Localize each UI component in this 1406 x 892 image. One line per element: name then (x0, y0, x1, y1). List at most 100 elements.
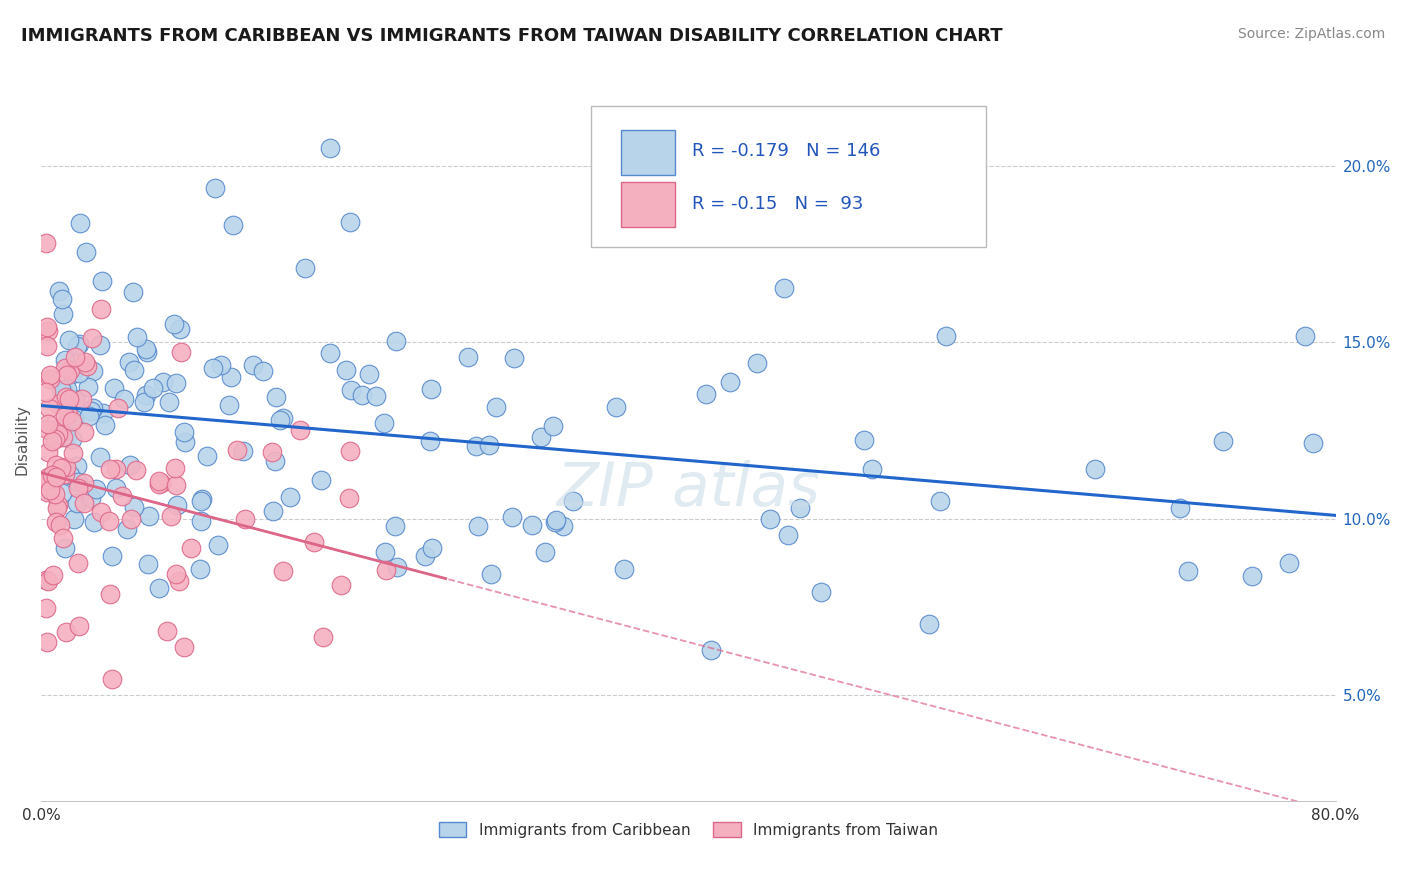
Point (318, 141, 340, 155)
Point (242, 358, 264, 372)
Text: Source: ZipAtlas.com: Source: ZipAtlas.com (1237, 27, 1385, 41)
Point (159, 509, 181, 524)
Point (48, 421, 70, 435)
Point (1294, 328, 1316, 343)
Point (420, 541, 443, 555)
Point (101, 549, 124, 563)
Point (58, 333, 80, 347)
Point (263, 454, 285, 468)
Point (51, 292, 73, 306)
Point (290, 423, 312, 437)
FancyBboxPatch shape (621, 129, 675, 175)
Point (1212, 434, 1234, 448)
Point (156, 624, 179, 638)
Point (541, 418, 564, 433)
Point (373, 417, 395, 431)
Point (35, 338, 58, 352)
Point (82, 364, 104, 378)
Point (264, 390, 287, 404)
Point (122, 500, 145, 514)
Point (67, 475, 90, 490)
Point (457, 350, 479, 364)
Point (37, 574, 59, 588)
Point (207, 538, 229, 552)
Point (163, 317, 186, 331)
Point (695, 387, 717, 401)
Point (188, 562, 211, 576)
Point (94, 418, 117, 433)
Point (52, 532, 75, 546)
Point (35, 484, 58, 499)
Point (935, 329, 957, 343)
Point (551, 519, 574, 533)
Point (173, 640, 195, 654)
Point (48, 517, 70, 532)
Point (167, 574, 190, 588)
Point (605, 400, 627, 414)
Point (98, 462, 121, 476)
Point (117, 522, 139, 536)
Point (55, 624, 77, 639)
Point (773, 281, 796, 295)
Point (148, 476, 170, 491)
Point (271, 564, 294, 578)
Point (1302, 435, 1324, 450)
Point (222, 219, 245, 233)
Point (118, 458, 141, 472)
Point (1168, 501, 1191, 516)
Point (117, 355, 139, 369)
Point (201, 360, 224, 375)
Point (120, 512, 142, 526)
Point (218, 398, 240, 412)
Point (522, 518, 544, 533)
Point (135, 388, 157, 402)
Point (918, 617, 941, 632)
Point (169, 322, 191, 336)
Point (357, 368, 380, 382)
Point (41, 468, 63, 483)
Point (166, 498, 188, 512)
Point (39, 368, 62, 383)
Text: R = -0.15   N =  93: R = -0.15 N = 93 (692, 195, 863, 213)
Point (467, 519, 489, 533)
Point (44, 486, 66, 500)
Point (125, 463, 148, 477)
Point (82, 401, 104, 416)
Point (745, 356, 768, 370)
FancyBboxPatch shape (592, 106, 986, 247)
Point (853, 433, 876, 447)
Point (280, 491, 302, 505)
Point (53, 360, 76, 375)
Point (364, 389, 387, 403)
Point (46, 500, 69, 515)
Point (135, 345, 157, 359)
Point (195, 449, 218, 463)
Point (318, 346, 340, 360)
Point (190, 494, 212, 508)
Point (105, 481, 128, 495)
Point (56, 382, 79, 396)
Point (530, 430, 553, 444)
Point (152, 375, 174, 389)
Point (544, 515, 567, 529)
Point (101, 672, 124, 686)
Point (37, 445, 59, 459)
Point (38, 483, 60, 498)
Point (134, 394, 156, 409)
Point (478, 437, 501, 451)
Point (56, 368, 79, 383)
Point (190, 514, 212, 528)
Point (191, 492, 214, 507)
Legend: Immigrants from Caribbean, Immigrants from Taiwan: Immigrants from Caribbean, Immigrants fr… (433, 815, 943, 844)
Point (111, 490, 134, 504)
Point (157, 394, 180, 409)
Point (60, 432, 83, 446)
Point (374, 545, 396, 559)
Point (45, 515, 67, 529)
Point (418, 434, 440, 448)
Point (49, 382, 72, 396)
Point (384, 519, 406, 533)
Point (479, 566, 502, 581)
Point (233, 512, 256, 526)
Point (53, 352, 76, 367)
